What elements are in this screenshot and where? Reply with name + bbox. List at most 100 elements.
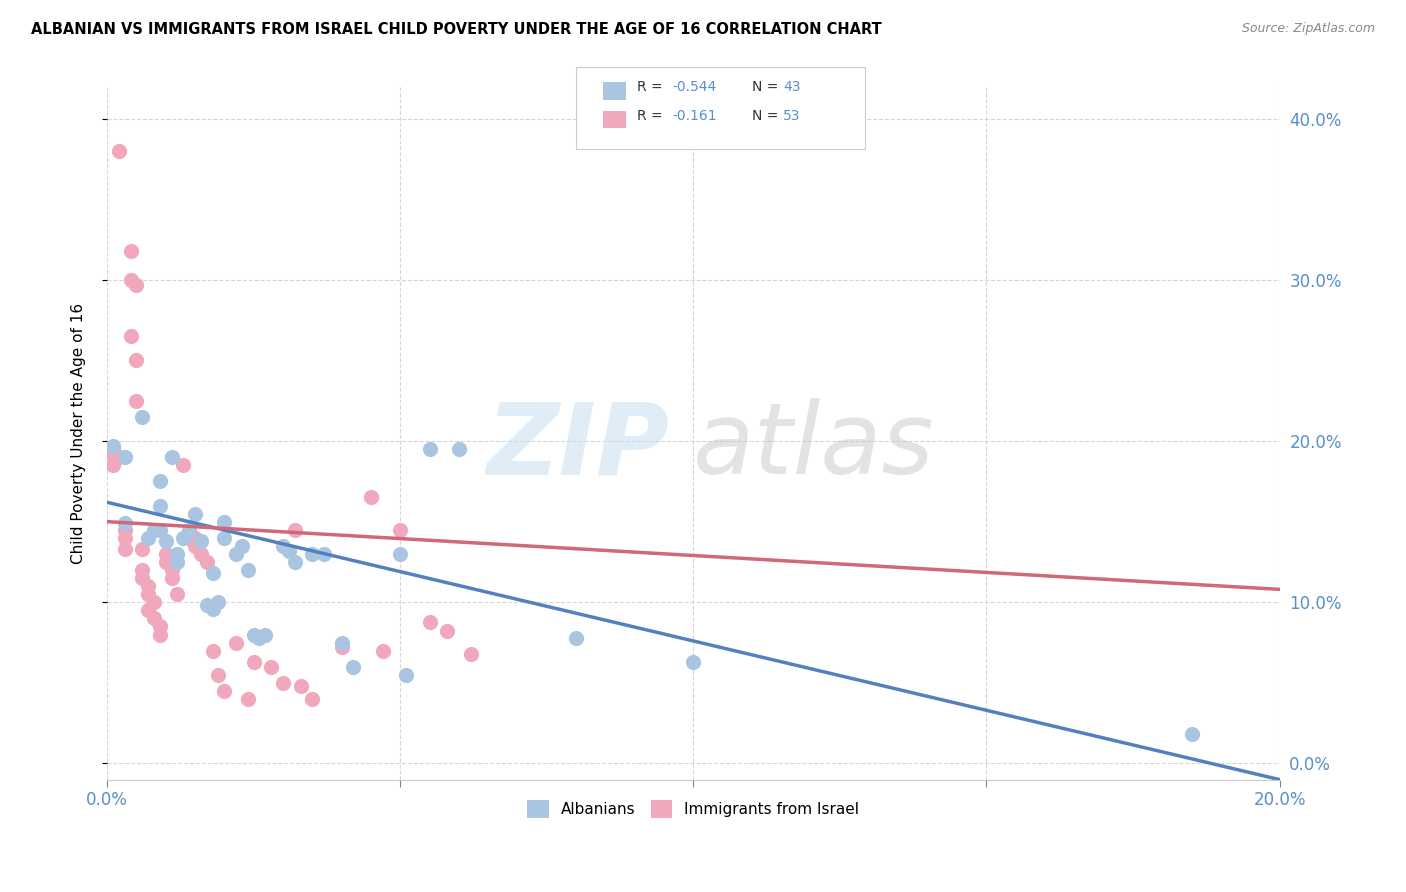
- Point: [565, 631, 588, 645]
- Point: [143, 611, 166, 625]
- Point: [201, 566, 224, 581]
- Point: [395, 668, 418, 682]
- Point: [160, 571, 183, 585]
- Point: [114, 523, 136, 537]
- Point: [342, 659, 364, 673]
- Y-axis label: Child Poverty Under the Age of 16: Child Poverty Under the Age of 16: [72, 302, 86, 564]
- Point: [460, 647, 482, 661]
- Point: [371, 643, 394, 657]
- Point: [155, 547, 177, 561]
- Point: [136, 531, 159, 545]
- Point: [149, 523, 172, 537]
- Point: [136, 587, 159, 601]
- Point: [190, 534, 212, 549]
- Point: [131, 563, 153, 577]
- Point: [214, 515, 236, 529]
- Point: [290, 679, 312, 693]
- Point: [447, 442, 470, 456]
- Point: [136, 579, 159, 593]
- Point: [236, 692, 259, 706]
- Point: [149, 627, 172, 641]
- Text: ZIP: ZIP: [486, 399, 669, 495]
- Text: R =: R =: [637, 109, 671, 123]
- Point: [190, 547, 212, 561]
- Point: [284, 555, 307, 569]
- Point: [207, 668, 229, 682]
- Point: [101, 447, 124, 461]
- Point: [201, 601, 224, 615]
- Point: [114, 542, 136, 557]
- Point: [120, 273, 142, 287]
- Point: [114, 531, 136, 545]
- Point: [330, 635, 353, 649]
- Point: [125, 353, 148, 368]
- Point: [107, 144, 129, 158]
- Point: [231, 539, 253, 553]
- Text: -0.161: -0.161: [672, 109, 717, 123]
- Point: [682, 655, 704, 669]
- Point: [301, 692, 323, 706]
- Point: [254, 627, 277, 641]
- Point: [166, 555, 188, 569]
- Text: N =: N =: [752, 80, 783, 95]
- Point: [195, 599, 218, 613]
- Text: ALBANIAN VS IMMIGRANTS FROM ISRAEL CHILD POVERTY UNDER THE AGE OF 16 CORRELATION: ALBANIAN VS IMMIGRANTS FROM ISRAEL CHILD…: [31, 22, 882, 37]
- Point: [136, 603, 159, 617]
- Point: [114, 516, 136, 531]
- Point: [436, 624, 458, 639]
- Point: [236, 563, 259, 577]
- Point: [277, 543, 299, 558]
- Point: [101, 442, 124, 456]
- Text: R =: R =: [637, 80, 666, 95]
- Point: [120, 329, 142, 343]
- Point: [131, 542, 153, 557]
- Text: 53: 53: [783, 109, 800, 123]
- Point: [131, 409, 153, 424]
- Point: [179, 523, 201, 537]
- Point: [179, 531, 201, 545]
- Point: [242, 655, 264, 669]
- Point: [166, 547, 188, 561]
- Point: [101, 439, 124, 453]
- Point: [225, 635, 247, 649]
- Point: [271, 676, 294, 690]
- Point: [184, 507, 207, 521]
- Point: [160, 450, 183, 465]
- Point: [301, 547, 323, 561]
- Text: atlas: atlas: [693, 399, 935, 495]
- Point: [214, 684, 236, 698]
- Point: [160, 563, 183, 577]
- Text: 43: 43: [783, 80, 800, 95]
- Point: [225, 547, 247, 561]
- Point: [214, 531, 236, 545]
- Point: [149, 499, 172, 513]
- Legend: Albanians, Immigrants from Israel: Albanians, Immigrants from Israel: [522, 794, 866, 824]
- Point: [389, 523, 412, 537]
- Point: [312, 547, 335, 561]
- Point: [249, 631, 271, 645]
- Point: [242, 627, 264, 641]
- Point: [149, 475, 172, 489]
- Point: [260, 659, 283, 673]
- Point: [125, 393, 148, 408]
- Point: [330, 640, 353, 655]
- Text: Source: ZipAtlas.com: Source: ZipAtlas.com: [1241, 22, 1375, 36]
- Point: [184, 539, 207, 553]
- Point: [271, 539, 294, 553]
- Text: N =: N =: [752, 109, 783, 123]
- Point: [172, 458, 194, 473]
- Point: [1181, 727, 1204, 741]
- Point: [184, 531, 207, 545]
- Point: [143, 523, 166, 537]
- Point: [360, 491, 382, 505]
- Point: [155, 534, 177, 549]
- Point: [418, 442, 440, 456]
- Point: [195, 555, 218, 569]
- Point: [149, 619, 172, 633]
- Point: [172, 531, 194, 545]
- Point: [166, 587, 188, 601]
- Point: [120, 244, 142, 258]
- Point: [114, 450, 136, 465]
- Point: [125, 277, 148, 292]
- Point: [107, 450, 129, 465]
